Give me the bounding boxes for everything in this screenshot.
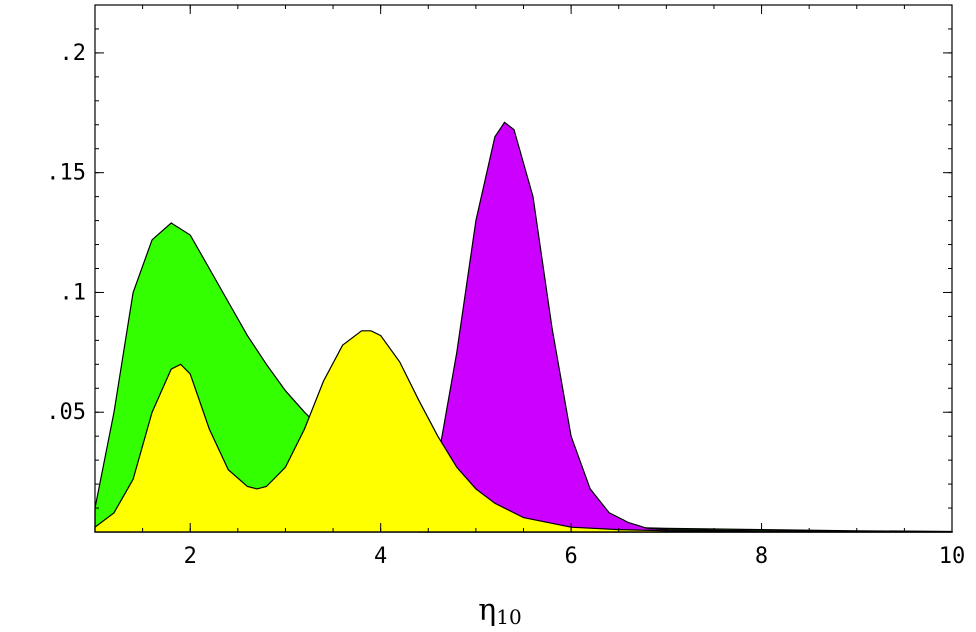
x-tick-label: 6 bbox=[564, 544, 577, 569]
plot-frame bbox=[94, 4, 953, 533]
y-tick-label: .2 bbox=[60, 41, 87, 66]
y-tick-label: .05 bbox=[46, 400, 86, 425]
y-tick-label: .15 bbox=[46, 161, 86, 186]
x-tick-label: 4 bbox=[374, 544, 387, 569]
y-tick-label: .1 bbox=[60, 280, 87, 305]
series-area-2 bbox=[418, 121, 953, 533]
series-area-3 bbox=[94, 330, 953, 533]
x-tick-label: 2 bbox=[184, 544, 197, 569]
chart-areas bbox=[94, 121, 953, 533]
x-axis-title: η10 bbox=[478, 593, 521, 629]
x-tick-label: 10 bbox=[939, 544, 966, 569]
x-tick-label: 8 bbox=[755, 544, 768, 569]
chart-ticks: 2 4 6 8 10 .05 .1 .15 .2 bbox=[46, 4, 966, 569]
